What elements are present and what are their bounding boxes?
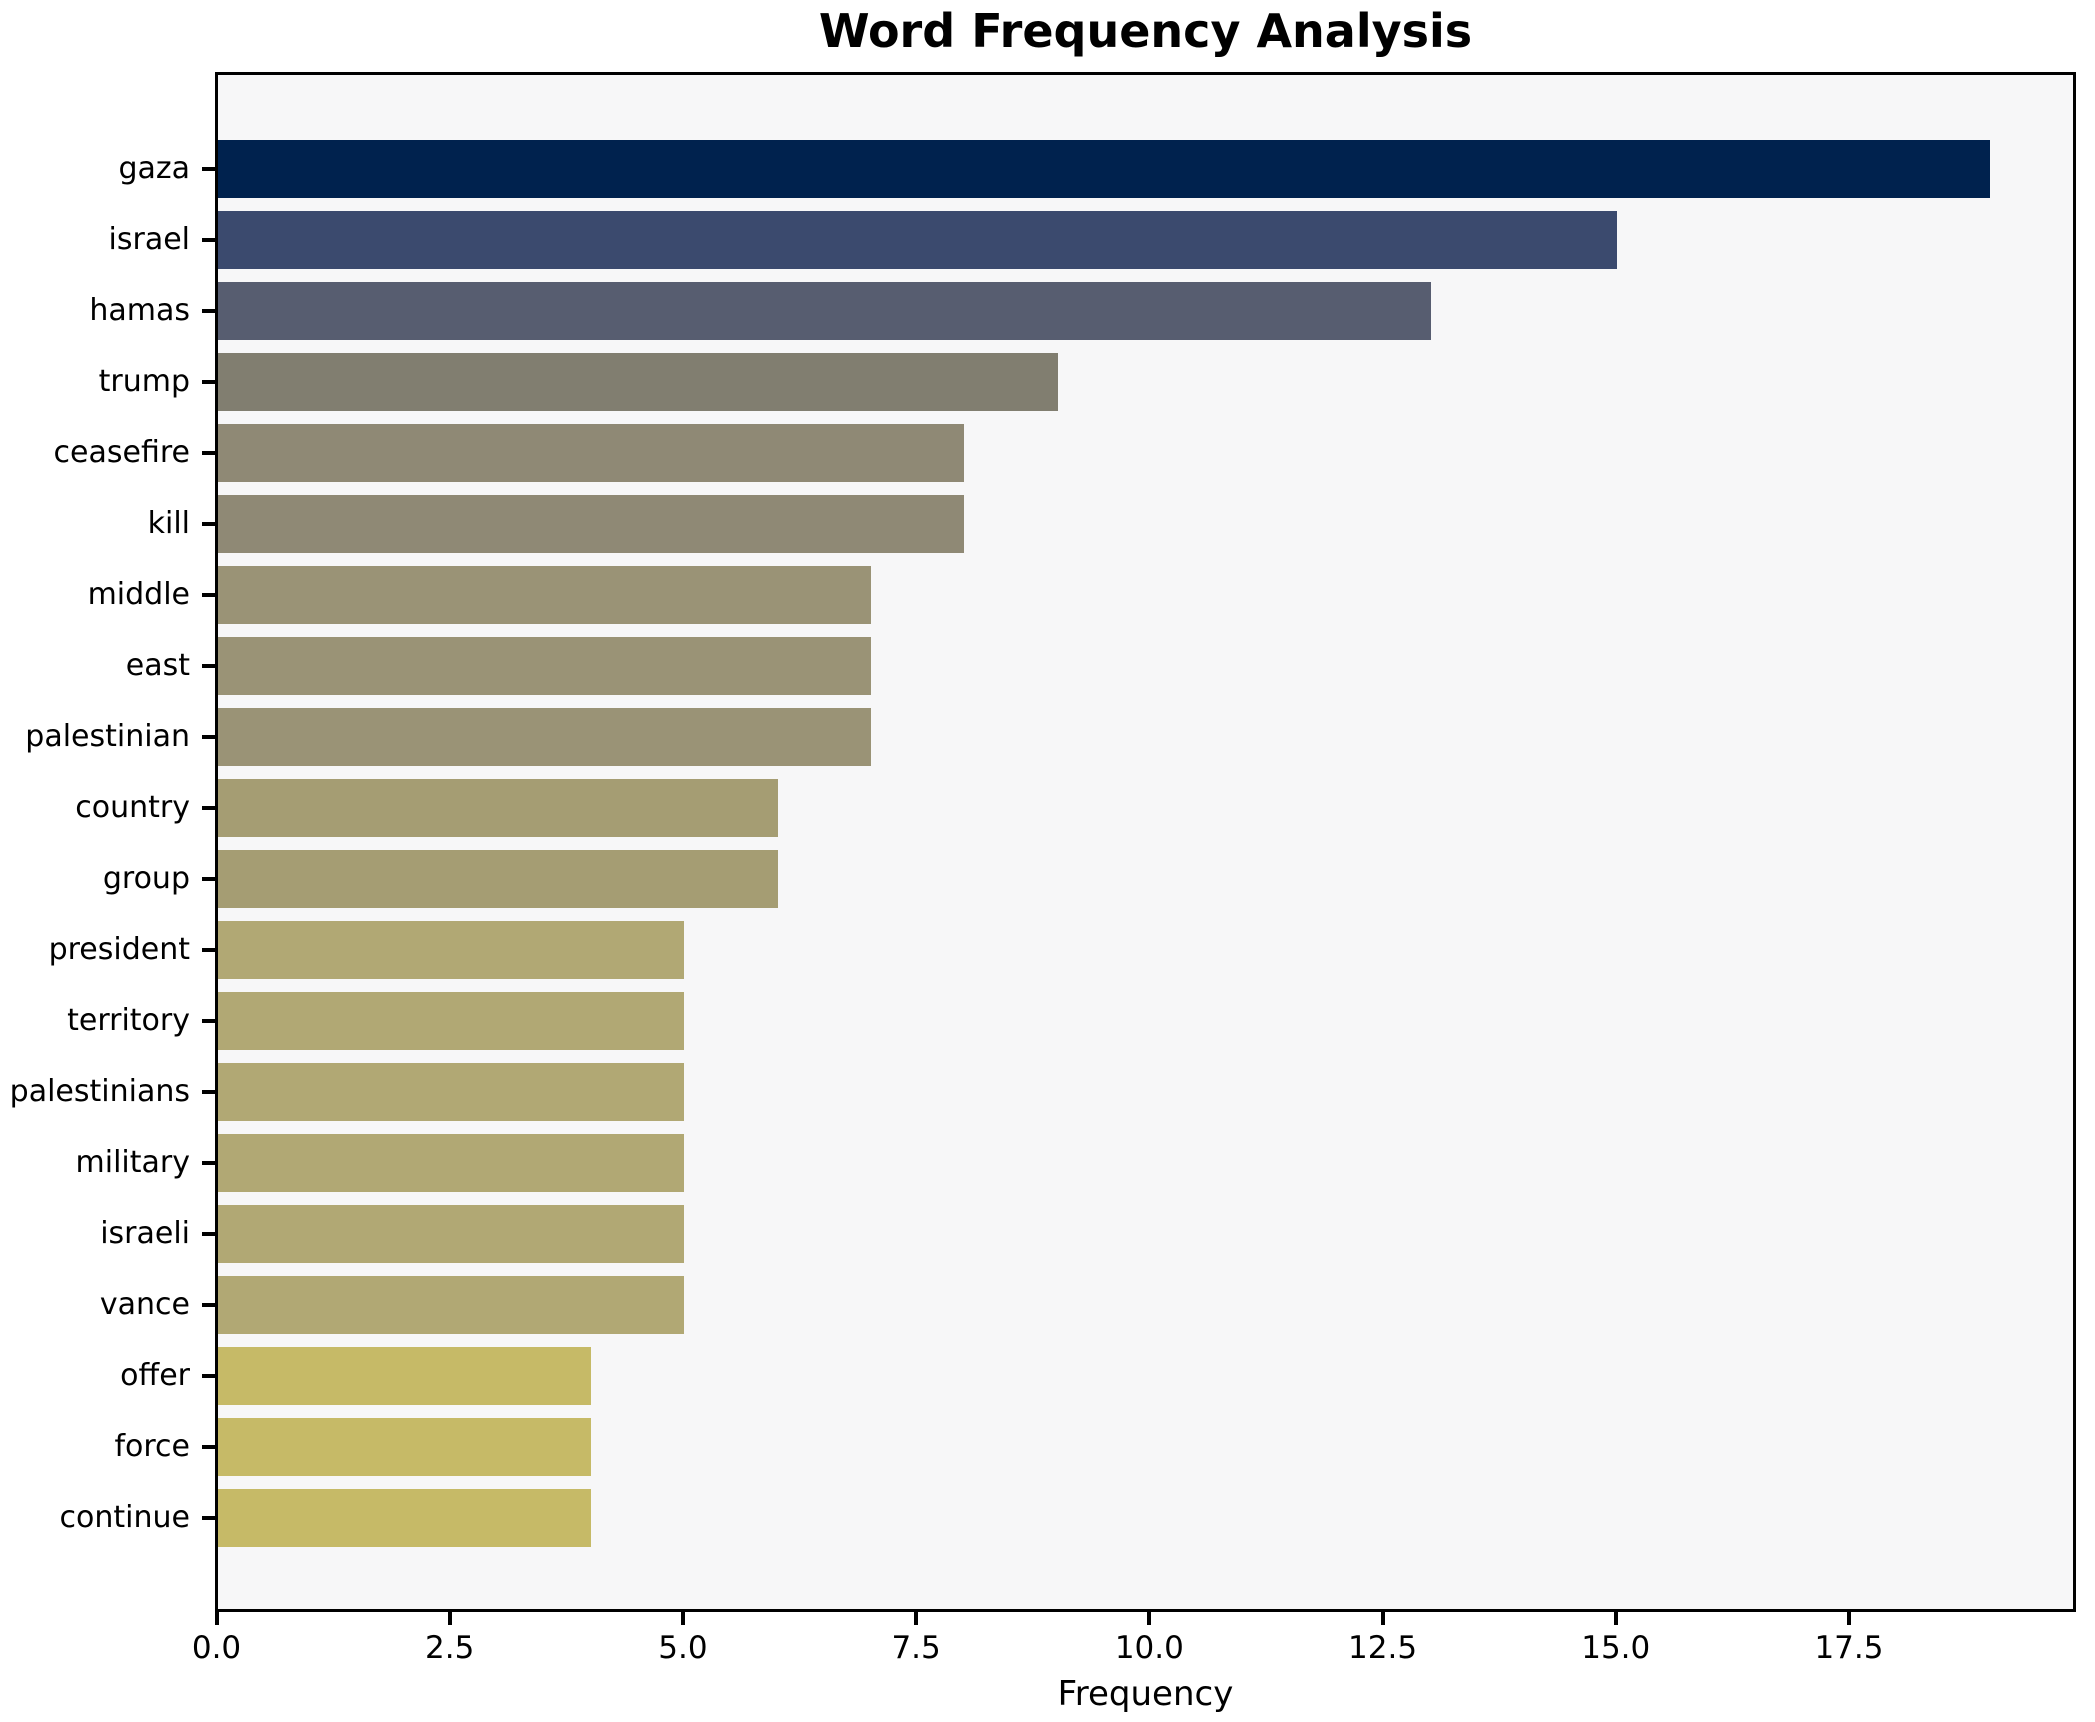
x-tick	[447, 1612, 452, 1625]
bar-president	[218, 921, 685, 979]
x-tick-label: 17.5	[1814, 1630, 1884, 1666]
y-tick-label: force	[114, 1429, 190, 1464]
y-tick	[202, 877, 215, 881]
y-tick	[202, 948, 215, 952]
y-tick-label: east	[125, 648, 190, 683]
y-tick-label: territory	[67, 1003, 190, 1038]
y-tick	[202, 167, 215, 171]
y-tick-label: israeli	[100, 1216, 190, 1251]
bar-israel	[218, 211, 1618, 269]
x-tick-label: 10.0	[1114, 1630, 1184, 1666]
x-tick	[914, 1612, 919, 1625]
bar-trump	[218, 353, 1058, 411]
chart-title: Word Frequency Analysis	[818, 4, 1473, 58]
y-tick-label: military	[75, 1145, 190, 1180]
y-tick	[202, 593, 215, 597]
x-tick-label: 0.0	[191, 1630, 242, 1666]
y-tick	[202, 380, 215, 384]
bar-force	[218, 1418, 592, 1476]
y-tick	[202, 806, 215, 810]
bar-palestinians	[218, 1063, 685, 1121]
y-tick-label: kill	[147, 506, 190, 541]
bar-kill	[218, 495, 965, 553]
y-tick	[202, 735, 215, 739]
bar-israeli	[218, 1205, 685, 1263]
y-tick-label: hamas	[89, 293, 190, 328]
y-tick-label: middle	[87, 577, 190, 612]
y-tick	[202, 1445, 215, 1449]
y-tick	[202, 451, 215, 455]
y-tick	[202, 664, 215, 668]
y-tick-label: president	[48, 932, 190, 967]
x-tick	[680, 1612, 685, 1625]
y-tick	[202, 309, 215, 313]
y-tick-label: ceasefire	[53, 435, 190, 470]
y-tick-label: trump	[98, 364, 190, 399]
y-tick	[202, 1019, 215, 1023]
bar-east	[218, 637, 871, 695]
y-tick	[202, 238, 215, 242]
y-tick-label: israel	[108, 222, 190, 257]
x-tick	[1846, 1612, 1851, 1625]
y-tick-label: group	[102, 861, 190, 896]
y-tick	[202, 1161, 215, 1165]
x-tick-label: 7.5	[891, 1630, 941, 1666]
bar-gaza	[218, 140, 1991, 198]
x-tick	[1613, 1612, 1618, 1625]
y-tick-label: vance	[99, 1287, 190, 1322]
x-tick-label: 5.0	[658, 1630, 708, 1666]
bar-hamas	[218, 282, 1431, 340]
y-tick	[202, 1374, 215, 1378]
x-tick-label: 15.0	[1581, 1630, 1651, 1666]
y-tick-label: offer	[120, 1358, 190, 1393]
bar-palestinian	[218, 708, 871, 766]
y-tick-label: palestinians	[9, 1074, 190, 1109]
y-tick-label: country	[75, 790, 190, 825]
bar-offer	[218, 1347, 592, 1405]
y-tick	[202, 1303, 215, 1307]
y-tick	[202, 1516, 215, 1520]
x-tick	[1147, 1612, 1152, 1625]
plot-area	[215, 72, 2076, 1612]
y-tick	[202, 522, 215, 526]
bar-territory	[218, 992, 685, 1050]
bar-country	[218, 779, 778, 837]
bar-middle	[218, 566, 871, 624]
y-tick	[202, 1090, 215, 1094]
x-tick-label: 2.5	[425, 1630, 475, 1666]
y-tick-label: continue	[59, 1500, 190, 1535]
bar-continue	[218, 1489, 592, 1547]
bar-group	[218, 850, 778, 908]
x-tick	[214, 1612, 219, 1625]
bar-military	[218, 1134, 685, 1192]
x-tick	[1380, 1612, 1385, 1625]
y-tick-label: palestinian	[25, 719, 190, 754]
y-tick	[202, 1232, 215, 1236]
x-axis-label: Frequency	[1057, 1674, 1234, 1714]
bar-vance	[218, 1276, 685, 1334]
y-tick-label: gaza	[118, 151, 190, 186]
bar-ceasefire	[218, 424, 965, 482]
x-tick-label: 12.5	[1348, 1630, 1418, 1666]
